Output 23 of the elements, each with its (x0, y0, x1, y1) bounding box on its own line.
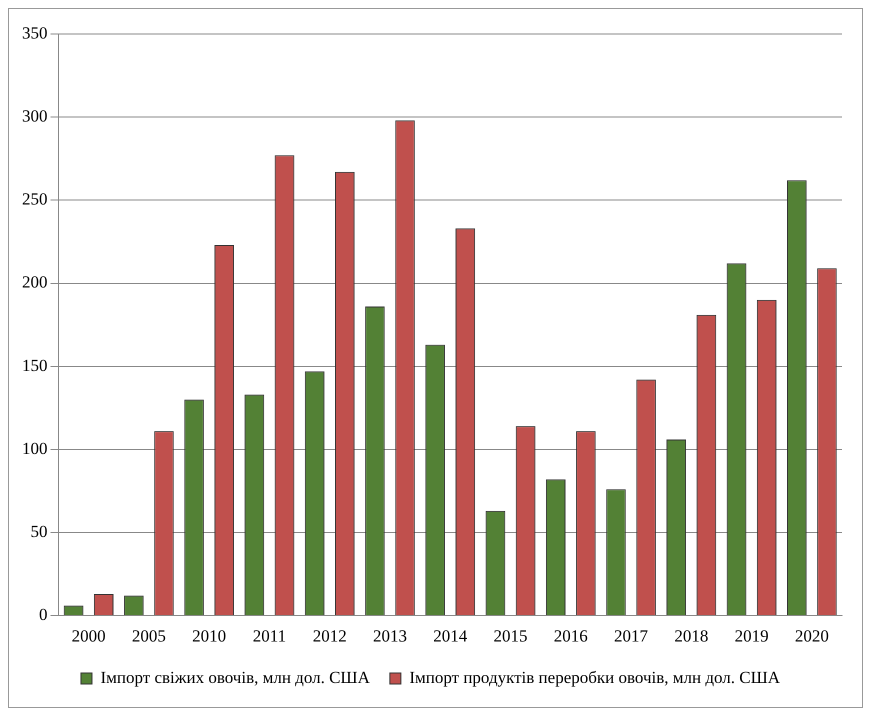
x-tick-label: 2017 (614, 626, 649, 646)
x-tick-label: 2000 (72, 626, 106, 646)
x-tick-label: 2010 (192, 626, 226, 646)
legend-label: Імпорт свіжих овочів, млн дол. США (100, 668, 371, 687)
x-tick-label: 2018 (674, 626, 708, 646)
x-tick-label: 2019 (734, 626, 769, 646)
y-tick-label: 50 (30, 522, 48, 541)
x-tick-label: 2012 (312, 626, 347, 646)
y-tick-label: 300 (22, 106, 48, 126)
y-tick-label: 200 (22, 272, 48, 292)
x-tick-label: 2015 (494, 626, 528, 646)
y-tick-label: 100 (22, 438, 48, 458)
x-tick-label: 2020 (794, 626, 829, 646)
x-tick-label: 2016 (554, 626, 588, 646)
y-tick-label: 250 (22, 190, 48, 209)
x-tick-label: 2011 (252, 626, 286, 646)
x-tick-label: 2013 (372, 626, 407, 646)
y-tick-label: 350 (22, 23, 48, 42)
x-tick-label: 2005 (132, 626, 166, 646)
legend-label: Імпорт продуктів переробки овочів, млн дол. США (409, 668, 781, 687)
y-tick-label: 150 (22, 356, 48, 375)
x-tick-label: 2014 (433, 626, 468, 646)
y-tick-label: 0 (39, 605, 48, 624)
